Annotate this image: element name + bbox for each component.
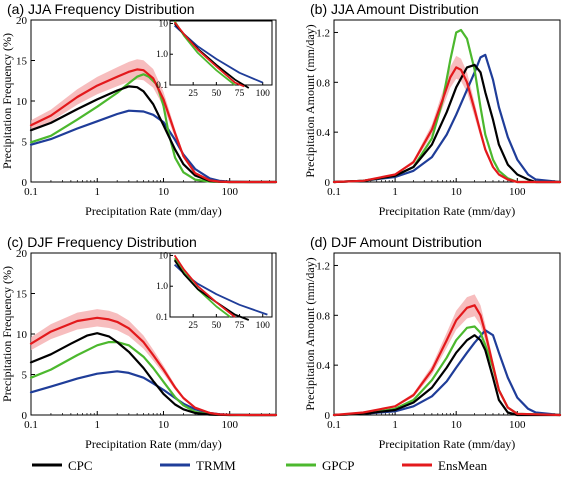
x-tick-label: 0.1 <box>327 186 341 198</box>
y-axis-label: Precipitation Frequency (%) <box>0 33 14 169</box>
y-axis-label: Precipitation Frequency (%) <box>0 266 14 402</box>
legend-label-gpcp: GPCP <box>322 458 355 473</box>
y-tick-label: 15 <box>16 56 28 68</box>
x-tick-label: 1 <box>94 419 100 431</box>
inset-y-tick-label: 0.1 <box>156 313 168 323</box>
y-tick-label: 15 <box>16 289 28 301</box>
inset-box <box>169 20 273 86</box>
inset-x-tick-label: 25 <box>188 321 198 331</box>
x-tick-label: 0.1 <box>327 419 341 431</box>
series-line-ensmean <box>29 316 278 417</box>
y-axis-label: Precipitation Amount (mm/day) <box>303 24 317 177</box>
inset-y-tick-label: 10 <box>159 19 169 29</box>
inset-x-tick-label: 100 <box>256 321 271 331</box>
y-tick-label: 1.2 <box>316 27 330 39</box>
x-tick-label: 0.1 <box>24 186 38 198</box>
inset-x-tick-label: 100 <box>256 89 271 99</box>
axes-box <box>333 19 561 183</box>
series-line-cpc <box>332 334 562 417</box>
series-line-trmm <box>332 329 562 417</box>
series-line-ensmean <box>29 68 278 184</box>
x-tick-label: 1 <box>94 186 100 198</box>
inset-a: 25 50 75 100 0.1 1.0 10 <box>156 19 273 99</box>
y-tick-label: 0 <box>325 177 331 189</box>
x-tick-label: 10 <box>158 186 170 198</box>
inset-y-tick-label: 1.0 <box>156 50 168 60</box>
inset-y-tick-label: 1.0 <box>156 282 168 292</box>
panel-title: (c) DJF Frequency Distribution <box>7 234 197 250</box>
panel-title: (a) JJA Frequency Distribution <box>7 1 195 17</box>
y-tick-label: 1.2 <box>316 260 330 272</box>
inset-x-tick-label: 50 <box>212 321 222 331</box>
series-line-ensmean <box>332 66 562 184</box>
x-tick-label: 10 <box>451 419 463 431</box>
y-axis-label: Precipitation Amount (mm/day) <box>303 257 317 410</box>
x-tick-label: 100 <box>509 186 526 198</box>
legend-label-ensmean: EnsMean <box>438 458 488 473</box>
x-tick-label: 10 <box>158 419 170 431</box>
x-axis-label: Precipitation Rate (mm/day) <box>85 437 222 451</box>
x-tick-label: 0.1 <box>24 419 38 431</box>
y-tick-label: 0.4 <box>316 360 330 372</box>
x-axis-label: Precipitation Rate (mm/day) <box>379 437 516 451</box>
x-axis-label: Precipitation Rate (mm/day) <box>85 204 222 218</box>
y-tick-label: 10 <box>16 329 28 341</box>
x-tick-label: 100 <box>221 419 238 431</box>
panel-title: (d) DJF Amount Distribution <box>310 234 482 250</box>
panel-b: (b) JJA Amount Distribution 0.1 1 10 100 0 0.4… <box>303 1 562 218</box>
y-tick-label: 10 <box>16 96 28 108</box>
x-tick-label: 1 <box>392 186 398 198</box>
legend-label-cpc: CPC <box>68 458 93 473</box>
inset-series-line-ensmean <box>173 254 236 318</box>
series-line-gpcp <box>332 28 562 184</box>
inset-x-tick-label: 75 <box>235 321 245 331</box>
series-line-trmm <box>29 109 278 184</box>
legend: CPC TRMM GPCP EnsMean <box>32 458 488 473</box>
y-tick-label: 5 <box>22 370 28 382</box>
panel-d: (d) DJF Amount Distribution 0.1 1 10 100 0 0.4… <box>303 234 562 451</box>
inset-series-line-cpc <box>173 259 250 321</box>
x-tick-label: 100 <box>221 186 238 198</box>
y-tick-label: 0 <box>22 177 28 189</box>
inset-x-tick-label: 50 <box>212 89 222 99</box>
inset-series-line-ensmean <box>173 21 245 88</box>
inset-x-tick-label: 75 <box>235 89 245 99</box>
inset-c: 25 50 75 100 0.1 1.0 10 <box>156 251 273 331</box>
panel-title: (b) JJA Amount Distribution <box>310 1 479 17</box>
y-tick-label: 5 <box>22 137 28 149</box>
y-tick-label: 0.8 <box>316 310 330 322</box>
series-line-ensmean <box>332 304 562 417</box>
series-line-cpc <box>332 63 562 184</box>
series-line-trmm <box>29 370 278 417</box>
series-line-cpc <box>29 332 278 417</box>
x-tick-label: 100 <box>509 419 526 431</box>
y-tick-label: 0.4 <box>316 127 330 139</box>
inset-x-tick-label: 25 <box>188 89 198 99</box>
inset-box <box>169 252 273 318</box>
y-tick-label: 20 <box>16 248 28 260</box>
y-tick-label: 0 <box>22 410 28 422</box>
inset-y-tick-label: 10 <box>159 251 169 261</box>
legend-label-trmm: TRMM <box>196 458 236 473</box>
x-tick-label: 10 <box>451 186 463 198</box>
y-tick-label: 0 <box>325 410 331 422</box>
series-line-gpcp <box>29 73 278 184</box>
y-tick-label: 0.8 <box>316 77 330 89</box>
x-tick-label: 1 <box>392 419 398 431</box>
x-axis-label: Precipitation Rate (mm/day) <box>379 204 516 218</box>
y-tick-label: 20 <box>16 15 28 27</box>
ensmean-spread-band <box>334 294 560 415</box>
series-line-trmm <box>332 53 562 184</box>
ensmean-spread-band <box>31 59 276 182</box>
inset-y-tick-label: 0.1 <box>156 81 168 91</box>
